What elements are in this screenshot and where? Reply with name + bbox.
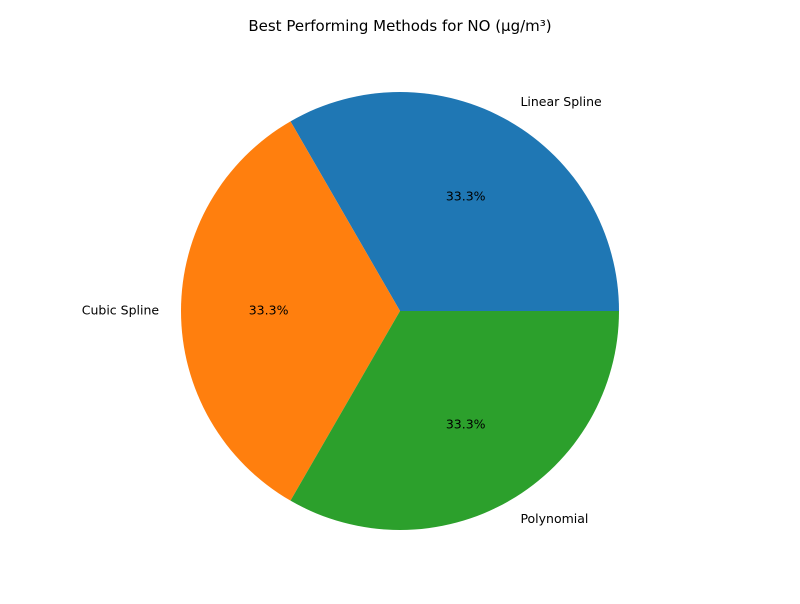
pie-slice-cubic-spline	[181, 121, 400, 501]
pie-labels: Linear Spline 33.3% Cubic Spline 33.3% Polyn…	[82, 94, 602, 526]
pie-slices	[181, 92, 619, 530]
pie-slice-linear-spline	[290, 92, 619, 311]
slice-percent-polynomial: 33.3%	[446, 416, 486, 431]
slice-percent-linear-spline: 33.3%	[446, 189, 486, 204]
pie-slice-polynomial	[290, 311, 619, 530]
slice-label-polynomial: Polynomial	[520, 511, 588, 526]
chart-title: Best Performing Methods for NO (µg/m³)	[248, 17, 552, 35]
slice-label-cubic-spline: Cubic Spline	[82, 303, 160, 318]
slice-percent-cubic-spline: 33.3%	[249, 303, 289, 318]
slice-label-linear-spline: Linear Spline	[520, 94, 602, 109]
